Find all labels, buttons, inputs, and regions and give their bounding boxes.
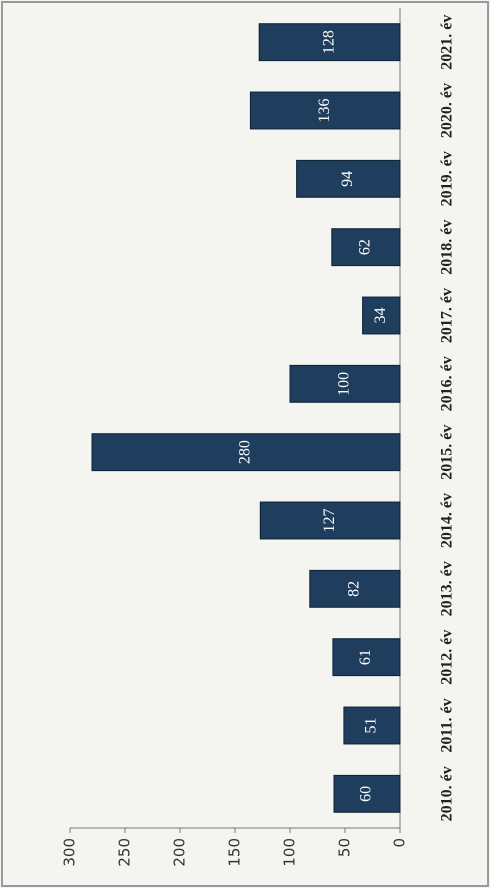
x-tick-label: 2011. év [439, 698, 456, 752]
bar [333, 774, 401, 813]
bar [289, 364, 401, 403]
bar [343, 706, 401, 745]
x-tick-label: 2018. év [439, 220, 456, 275]
value-label: 128 [320, 30, 337, 54]
x-tick-label: 2020. év [439, 83, 456, 138]
bar [309, 569, 401, 608]
y-tick-label: 250 [116, 838, 134, 867]
x-tick-label: 2013. év [439, 561, 456, 616]
value-label: 62 [357, 239, 374, 255]
bar [258, 23, 401, 62]
x-tick-label: 2019. év [439, 151, 456, 206]
x-tick-label: 2015. év [439, 425, 456, 480]
bar [331, 228, 401, 267]
y-tick-label: 0 [391, 838, 409, 848]
bar [362, 296, 401, 335]
bar [296, 159, 401, 198]
value-label: 94 [339, 171, 356, 187]
bar [259, 501, 401, 540]
x-tick-label: 2010. év [439, 766, 456, 821]
value-label: 136 [316, 99, 333, 123]
value-label: 127 [321, 509, 338, 533]
x-tick-label: 2016. év [439, 356, 456, 411]
value-label: 82 [346, 581, 363, 597]
y-tick-label: 300 [61, 838, 79, 867]
x-tick-label: 2021. év [439, 15, 456, 70]
x-tick-label: 2017. év [439, 288, 456, 343]
y-tick-label: 150 [226, 838, 244, 867]
x-tick-label: 2012. év [439, 630, 456, 685]
value-label: 34 [372, 308, 389, 324]
plot: 0 50 100 150 200 250 300 2010. év 60 2011. év 51 20… [61, 8, 456, 867]
value-label: 51 [363, 718, 380, 734]
value-label: 61 [357, 649, 374, 665]
bar [249, 91, 401, 130]
y-tick-label: 100 [281, 838, 299, 867]
bar [91, 433, 401, 472]
x-tick-label: 2014. év [439, 493, 456, 548]
value-label: 60 [358, 786, 375, 802]
bar [332, 638, 401, 677]
value-label: 280 [237, 440, 254, 464]
value-label: 100 [336, 372, 353, 396]
y-tick-label: 200 [171, 838, 189, 867]
y-tick-label: 50 [336, 838, 354, 857]
